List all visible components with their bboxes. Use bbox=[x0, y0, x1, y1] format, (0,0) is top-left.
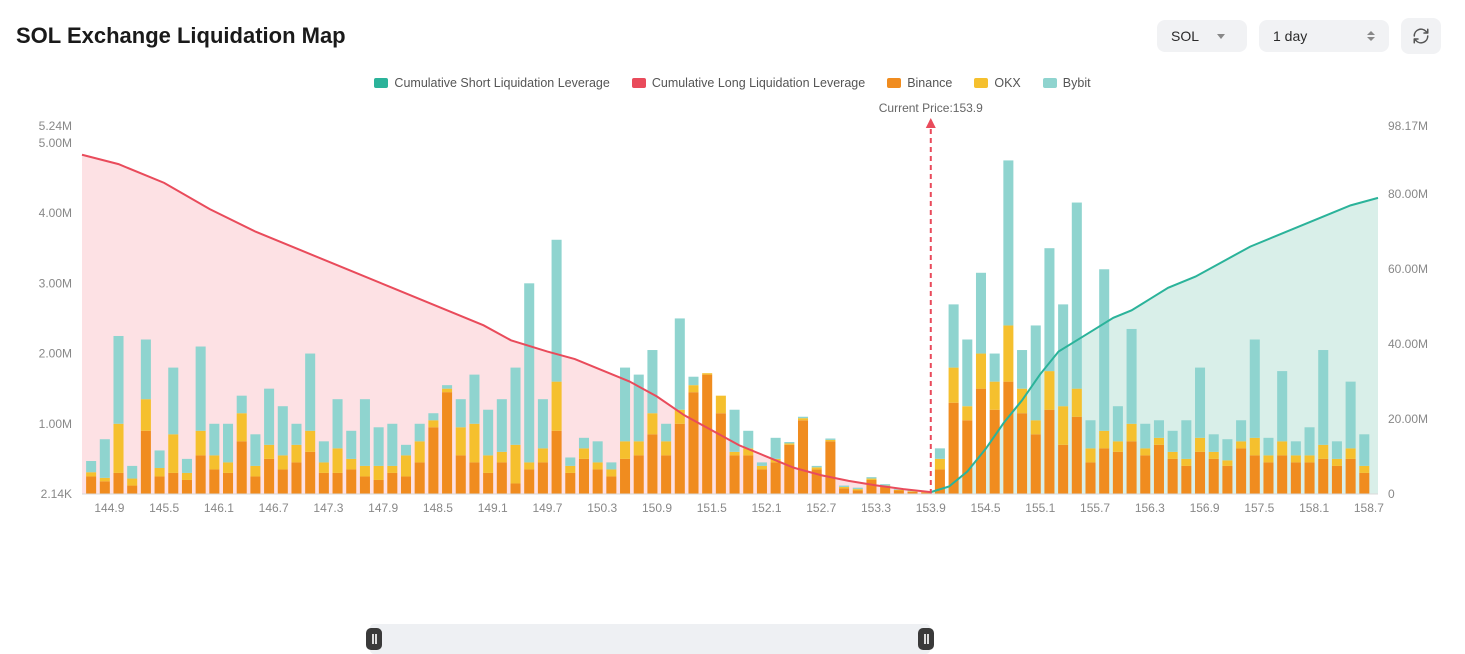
svg-text:5.00M: 5.00M bbox=[39, 136, 72, 150]
svg-text:155.7: 155.7 bbox=[1080, 501, 1110, 515]
svg-text:2.14K: 2.14K bbox=[41, 487, 72, 501]
slider-handle-left[interactable] bbox=[366, 628, 382, 650]
legend-item[interactable]: Cumulative Short Liquidation Leverage bbox=[374, 76, 609, 90]
svg-text:145.5: 145.5 bbox=[149, 501, 179, 515]
refresh-icon bbox=[1412, 27, 1430, 45]
legend-swatch bbox=[1043, 78, 1057, 88]
svg-text:40.00M: 40.00M bbox=[1388, 337, 1428, 351]
svg-text:156.9: 156.9 bbox=[1190, 501, 1220, 515]
svg-text:4.00M: 4.00M bbox=[39, 206, 72, 220]
svg-text:150.3: 150.3 bbox=[587, 501, 617, 515]
asset-dropdown-label: SOL bbox=[1171, 28, 1199, 44]
legend-swatch bbox=[374, 78, 388, 88]
svg-text:2.00M: 2.00M bbox=[39, 347, 72, 361]
svg-text:146.1: 146.1 bbox=[204, 501, 234, 515]
svg-text:20.00M: 20.00M bbox=[1388, 412, 1428, 426]
caret-down-icon bbox=[1217, 34, 1225, 39]
liquidation-chart: 2.14K 1.00M 2.00M 3.00M 4.00M 5.00M 5.24M 0 20.0… bbox=[0, 96, 1465, 536]
svg-text:156.3: 156.3 bbox=[1135, 501, 1165, 515]
chart-svg: 2.14K 1.00M 2.00M 3.00M 4.00M 5.00M 5.24M 0 20.0… bbox=[0, 96, 1465, 566]
legend-item[interactable]: Cumulative Long Liquidation Leverage bbox=[632, 76, 865, 90]
svg-text:158.1: 158.1 bbox=[1299, 501, 1329, 515]
svg-text:3.00M: 3.00M bbox=[39, 276, 72, 290]
range-dropdown-label: 1 day bbox=[1273, 28, 1307, 44]
page-title: SOL Exchange Liquidation Map bbox=[16, 23, 346, 49]
spinner-icon bbox=[1367, 31, 1375, 41]
svg-text:80.00M: 80.00M bbox=[1388, 187, 1428, 201]
range-dropdown[interactable]: 1 day bbox=[1259, 20, 1389, 52]
legend-swatch bbox=[887, 78, 901, 88]
slider-handle-right[interactable] bbox=[918, 628, 934, 650]
svg-text:146.7: 146.7 bbox=[259, 501, 289, 515]
svg-text:Current Price:153.9: Current Price:153.9 bbox=[879, 101, 983, 115]
chart-legend: Cumulative Short Liquidation Leverage Cum… bbox=[0, 62, 1465, 96]
range-slider[interactable] bbox=[370, 624, 930, 654]
legend-label: Binance bbox=[907, 76, 952, 90]
legend-item[interactable]: Binance bbox=[887, 76, 952, 90]
svg-text:147.9: 147.9 bbox=[368, 501, 398, 515]
svg-text:152.7: 152.7 bbox=[806, 501, 836, 515]
svg-text:0: 0 bbox=[1388, 487, 1395, 501]
svg-text:144.9: 144.9 bbox=[94, 501, 124, 515]
svg-text:150.9: 150.9 bbox=[642, 501, 672, 515]
svg-text:98.17M: 98.17M bbox=[1388, 119, 1428, 133]
legend-swatch bbox=[632, 78, 646, 88]
svg-text:149.7: 149.7 bbox=[532, 501, 562, 515]
svg-text:148.5: 148.5 bbox=[423, 501, 453, 515]
svg-text:152.1: 152.1 bbox=[751, 501, 781, 515]
legend-label: Cumulative Short Liquidation Leverage bbox=[394, 76, 609, 90]
svg-text:60.00M: 60.00M bbox=[1388, 262, 1428, 276]
svg-text:149.1: 149.1 bbox=[478, 501, 508, 515]
svg-text:5.24M: 5.24M bbox=[39, 119, 72, 133]
svg-text:155.1: 155.1 bbox=[1025, 501, 1055, 515]
legend-item[interactable]: Bybit bbox=[1043, 76, 1091, 90]
svg-text:157.5: 157.5 bbox=[1244, 501, 1274, 515]
legend-label: Bybit bbox=[1063, 76, 1091, 90]
controls-group: SOL 1 day bbox=[1157, 18, 1441, 54]
svg-text:153.3: 153.3 bbox=[861, 501, 891, 515]
svg-text:158.7: 158.7 bbox=[1354, 501, 1384, 515]
svg-text:153.9: 153.9 bbox=[916, 501, 946, 515]
legend-swatch bbox=[974, 78, 988, 88]
svg-text:1.00M: 1.00M bbox=[39, 417, 72, 431]
svg-text:154.5: 154.5 bbox=[971, 501, 1001, 515]
legend-label: Cumulative Long Liquidation Leverage bbox=[652, 76, 865, 90]
legend-label: OKX bbox=[994, 76, 1020, 90]
legend-item[interactable]: OKX bbox=[974, 76, 1020, 90]
svg-text:151.5: 151.5 bbox=[697, 501, 727, 515]
refresh-button[interactable] bbox=[1401, 18, 1441, 54]
asset-dropdown[interactable]: SOL bbox=[1157, 20, 1247, 52]
svg-text:147.3: 147.3 bbox=[313, 501, 343, 515]
